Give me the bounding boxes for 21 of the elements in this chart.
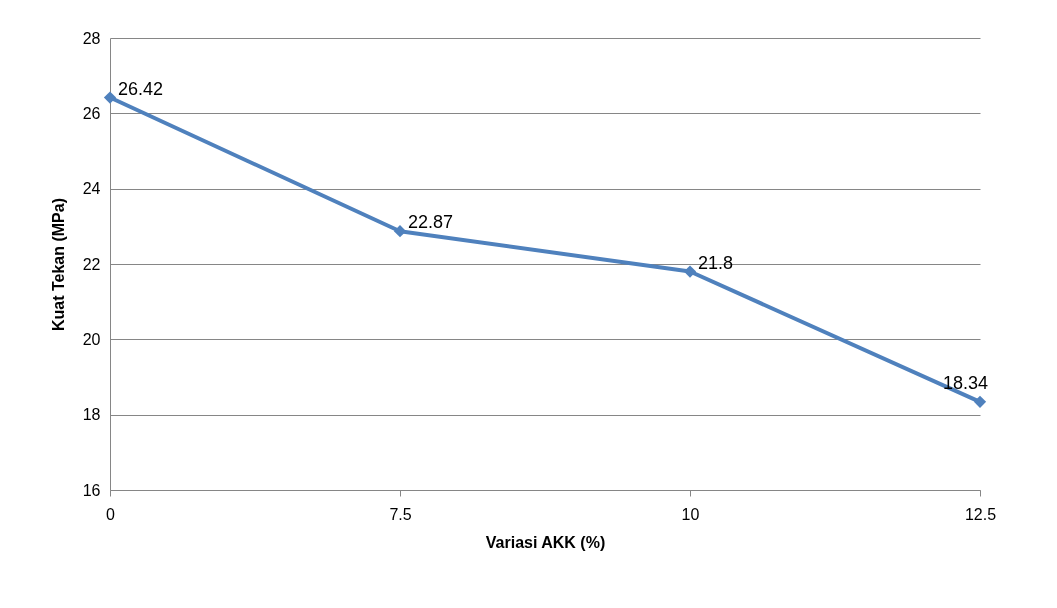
x-tick-label: 12.5 [964, 505, 997, 523]
y-tick-label: 18 [82, 406, 101, 424]
y-axis-title: Kuat Tekan (MPa) [49, 197, 67, 332]
data-label: 22.87 [408, 212, 454, 233]
x-tick-label: 10 [681, 505, 700, 523]
x-tick-label: 7.5 [389, 505, 412, 523]
y-tick-label: 16 [82, 481, 101, 499]
point [103, 91, 117, 104]
x-axis-title: Variasi AKK (%) [485, 533, 606, 551]
data-label: 26.42 [118, 78, 164, 99]
data-label: 21.8 [698, 252, 734, 273]
point [973, 395, 987, 408]
point [393, 225, 407, 238]
point [683, 265, 697, 278]
data-label: 18.34 [942, 372, 988, 393]
y-tick-label: 24 [82, 180, 101, 198]
y-tick-label: 22 [82, 255, 101, 273]
y-tick-label: 28 [82, 29, 101, 47]
x-tick-label: 0 [106, 505, 116, 523]
y-tick-label: 26 [82, 104, 101, 122]
y-tick-label: 20 [82, 330, 101, 348]
